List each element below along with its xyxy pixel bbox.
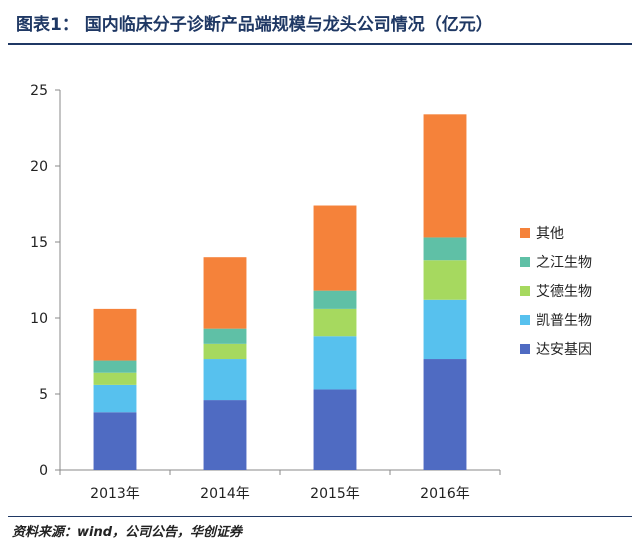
bar-segment [203, 400, 247, 470]
bar-segment [313, 290, 357, 309]
bar-segment [93, 384, 137, 413]
x-tick-label: 2014年 [200, 486, 250, 502]
legend-swatch [520, 228, 530, 238]
y-tick-label: 15 [30, 235, 48, 251]
bar-segment [93, 308, 137, 361]
bar-segment [313, 389, 357, 470]
legend-swatch [520, 344, 530, 354]
x-tick-label: 2015年 [310, 486, 360, 502]
legend-swatch [520, 315, 530, 325]
y-tick-label: 0 [39, 463, 48, 479]
y-tick-label: 10 [30, 311, 48, 327]
x-tick-labels: 2013年 2014年 2015年 2016年 [90, 486, 470, 502]
source-note: 资料来源：wind，公司公告，华创证券 [12, 525, 243, 540]
bar-segment [423, 260, 467, 300]
bar-segment [423, 237, 467, 261]
bar-segment [423, 299, 467, 360]
bar-segment [93, 412, 137, 470]
bar-segment [203, 328, 247, 344]
bar-segment [203, 257, 247, 329]
legend-swatch [520, 286, 530, 296]
bar-segment [313, 205, 357, 291]
legend-label: 艾德生物 [536, 284, 592, 300]
bar-segment [313, 308, 357, 337]
bar-segment [203, 343, 247, 360]
stacked-bar-chart: 0 5 10 15 20 25 2013年 2014年 2015年 2016年 其他之江生物艾德… [30, 83, 592, 502]
title-divider [8, 43, 632, 45]
x-tick-label: 2013年 [90, 486, 140, 502]
bar-segment [93, 360, 137, 373]
bar-segment [93, 372, 137, 385]
legend-swatch [520, 257, 530, 267]
legend-label: 达安基因 [536, 341, 592, 358]
source-divider [8, 516, 632, 517]
y-tick-label: 25 [30, 83, 48, 99]
bars [93, 114, 467, 470]
legend-label: 其他 [536, 226, 564, 242]
legend-label: 凯普生物 [536, 313, 592, 329]
y-tick-label: 5 [39, 387, 48, 403]
bar-segment [423, 359, 467, 470]
y-tick-label: 20 [30, 159, 48, 175]
x-tick-label: 2016年 [420, 486, 470, 502]
bar-segment [313, 336, 357, 390]
bar-segment [423, 114, 467, 238]
bar-segment [203, 359, 247, 401]
legend-label: 之江生物 [536, 255, 592, 271]
chart-title: 图表1： 国内临床分子诊断产品端规模与龙头公司情况（亿元） [16, 15, 493, 35]
